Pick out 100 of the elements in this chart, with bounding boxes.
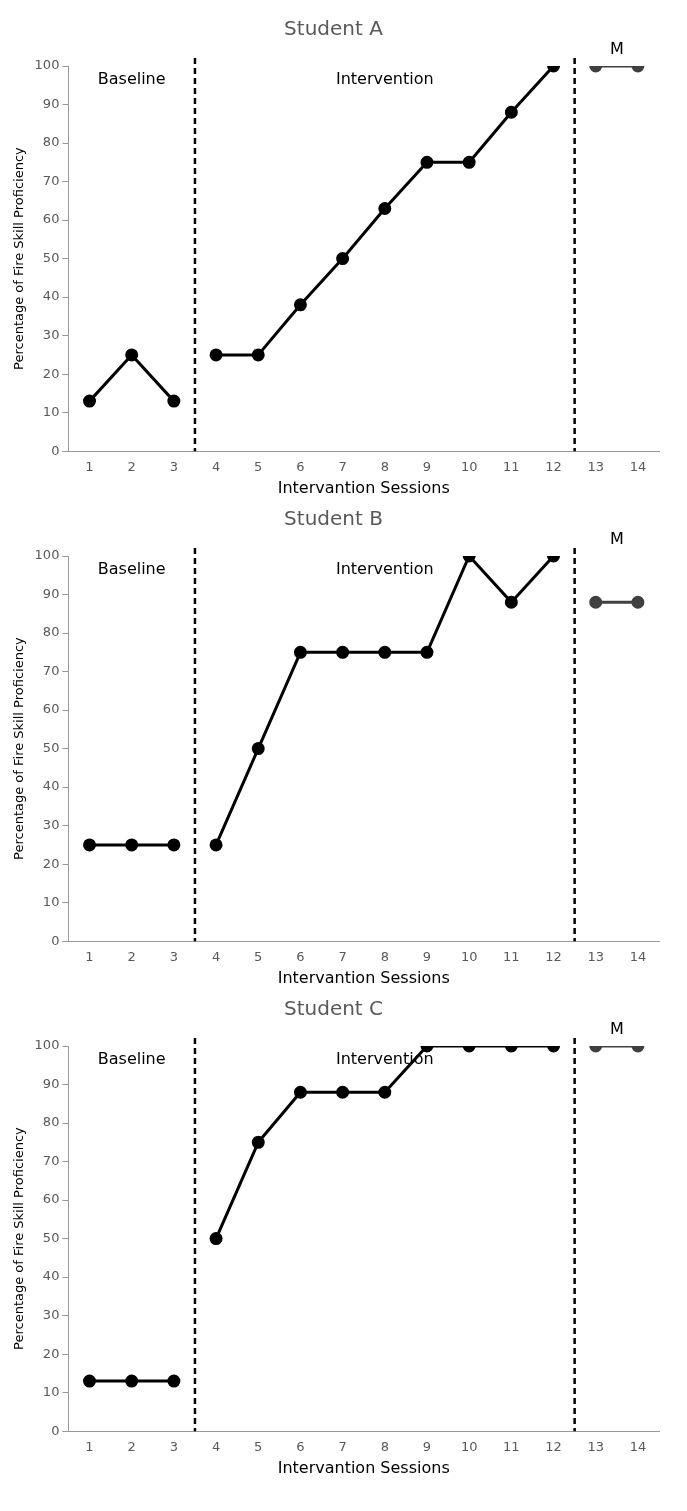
x-tick-label: 7: [338, 1439, 347, 1455]
x-axis-title: Intervantion Sessions: [277, 967, 450, 987]
x-tick-label: 9: [422, 459, 432, 475]
y-tick-label: 60: [42, 211, 60, 227]
annotation: Baseline: [97, 1049, 166, 1068]
x-tick-label: 5: [254, 1439, 263, 1455]
x-tick-label: 14: [629, 1439, 647, 1455]
y-axis-title: Percentage of Fire Skill Proficiency: [11, 636, 27, 860]
text: M: [609, 39, 624, 58]
y-tick-label: 10: [42, 404, 60, 420]
y-tick-label: 70: [42, 662, 60, 678]
y-tick-label: 100: [34, 57, 60, 73]
y-tick-label: 20: [42, 855, 60, 871]
x-tick-label: 13: [587, 459, 604, 475]
x-tick-label: 1: [85, 949, 94, 965]
x-tick-label: 8: [380, 949, 389, 965]
point: [589, 595, 603, 609]
point: [293, 298, 307, 312]
y-tick-label: 90: [42, 585, 60, 601]
y-tick-label: 10: [42, 1384, 60, 1400]
annotation: Intervention: [335, 69, 434, 88]
y-tick-label: 90: [42, 95, 60, 111]
point: [125, 348, 139, 362]
point: [251, 348, 265, 362]
y-tick-label: 0: [51, 1422, 60, 1438]
point: [125, 1374, 139, 1388]
point: [336, 645, 350, 659]
x-tick-label: 5: [254, 949, 263, 965]
annotation: Intervention: [335, 559, 434, 578]
y-tick-label: 70: [42, 1152, 60, 1168]
y-tick-label: 30: [42, 1307, 60, 1323]
point: [504, 105, 518, 119]
x-tick-label: 3: [169, 459, 179, 475]
y-tick-label: 10: [42, 894, 60, 910]
annotation: Baseline: [97, 559, 166, 578]
point: [378, 645, 392, 659]
x-tick-label: 10: [460, 1439, 478, 1455]
point: [125, 838, 139, 852]
y-tick-label: 0: [51, 442, 60, 458]
x-tick-label: 4: [211, 1439, 221, 1455]
x-tick-label: 11: [503, 459, 520, 475]
y-tick-label: 50: [42, 739, 60, 755]
y-tick-label: 40: [42, 1268, 60, 1284]
point: [504, 595, 518, 609]
x-tick-label: 9: [422, 1439, 432, 1455]
x-tick-label: 12: [545, 1439, 562, 1455]
point: [251, 742, 265, 756]
x-tick-label: 10: [460, 949, 478, 965]
y-tick-label: 50: [42, 249, 60, 265]
point: [336, 252, 350, 266]
x-tick-label: 8: [380, 1439, 389, 1455]
x-tick-label: 6: [296, 949, 305, 965]
y-axis-title: Percentage of Fire Skill Proficiency: [11, 1126, 27, 1350]
point: [462, 155, 476, 169]
x-tick-label: 14: [629, 949, 647, 965]
point: [420, 645, 434, 659]
x-axis-title: Intervantion Sessions: [277, 1457, 450, 1477]
x-tick-label: 2: [127, 1439, 136, 1455]
x-tick-label: 9: [422, 949, 432, 965]
y-tick-label: 40: [42, 778, 60, 794]
x-tick-label: 12: [545, 459, 562, 475]
x-tick-label: 13: [587, 949, 604, 965]
point: [209, 348, 223, 362]
point: [209, 1232, 223, 1246]
x-tick-label: 3: [169, 949, 179, 965]
point: [378, 202, 392, 216]
x-tick-label: 3: [169, 1439, 179, 1455]
y-tick-label: 60: [42, 701, 60, 717]
x-tick-label: 4: [211, 459, 221, 475]
y-tick-label: 90: [42, 1075, 60, 1091]
x-tick-label: 1: [85, 1439, 94, 1455]
y-tick-label: 100: [34, 547, 60, 563]
point: [631, 595, 645, 609]
x-tick-label: 10: [460, 459, 478, 475]
point: [167, 838, 181, 852]
x-tick-label: 7: [338, 459, 347, 475]
x-tick-label: 4: [211, 949, 221, 965]
x-tick-label: 2: [127, 459, 136, 475]
x-axis-title: Intervantion Sessions: [277, 477, 450, 497]
x-tick-label: 7: [338, 949, 347, 965]
x-tick-label: 12: [545, 949, 562, 965]
y-tick-label: 20: [42, 1345, 60, 1361]
text: M: [609, 529, 624, 548]
y-tick-label: 80: [42, 134, 60, 150]
point: [83, 1374, 97, 1388]
y-tick-label: 80: [42, 1114, 60, 1130]
point: [83, 394, 97, 408]
y-tick-label: 80: [42, 624, 60, 640]
y-tick-label: 40: [42, 288, 60, 304]
y-tick-label: 30: [42, 327, 60, 343]
annotation: Baseline: [97, 69, 166, 88]
x-tick-label: 6: [296, 1439, 305, 1455]
x-tick-label: 13: [587, 1439, 604, 1455]
x-tick-label: 11: [503, 949, 520, 965]
y-tick-label: 30: [42, 817, 60, 833]
chart-title: Student B: [284, 506, 383, 531]
x-tick-label: 1: [85, 459, 94, 475]
point: [420, 155, 434, 169]
x-tick-label: 5: [254, 459, 263, 475]
point: [293, 645, 307, 659]
